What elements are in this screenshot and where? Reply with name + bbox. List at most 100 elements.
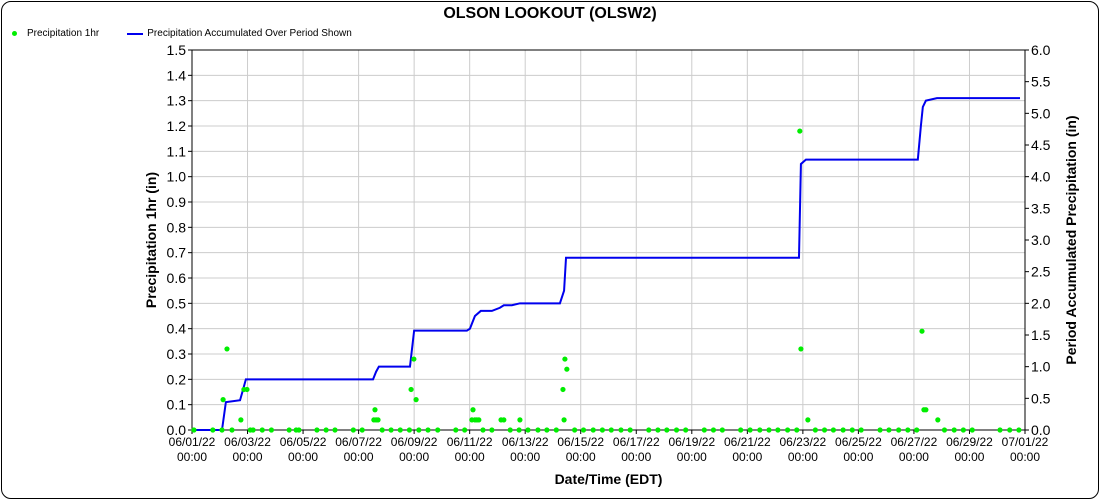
x-tick-date: 06/27/22: [891, 435, 938, 449]
hourly-point: [507, 427, 513, 433]
y-tick-label: 0.6: [167, 270, 187, 286]
x-tick-time: 00:00: [621, 450, 651, 464]
hourly-point: [935, 417, 941, 423]
hourly-point: [379, 427, 385, 433]
legend: Precipitation 1hr Precipitation Accumula…: [12, 28, 352, 39]
x-tick-time: 00:00: [399, 450, 429, 464]
y2-tick-label: 0.5: [1031, 390, 1051, 406]
y-tick-label: 1.2: [167, 118, 187, 134]
hourly-point: [646, 427, 652, 433]
hourly-point: [220, 397, 226, 403]
y-tick-label: 0.3: [167, 346, 187, 362]
x-tick-date: 06/01/22: [169, 435, 216, 449]
x-tick-time: 00:00: [455, 450, 485, 464]
hourly-point: [1016, 427, 1022, 433]
hourly-point: [375, 417, 381, 423]
hourly-point: [710, 427, 717, 433]
hourly-point: [840, 427, 846, 433]
hourly-point: [250, 427, 256, 433]
y-tick-label: 0.0: [167, 422, 187, 438]
hourly-point: [683, 427, 689, 433]
y-tick-label: 0.7: [167, 245, 187, 261]
x-tick-date: 06/21/22: [724, 435, 771, 449]
hourly-point: [238, 417, 244, 423]
hourly-point: [453, 427, 459, 433]
hourly-point: [590, 427, 596, 433]
x-tick-time: 00:00: [510, 450, 540, 464]
legend-line-icon: [127, 32, 144, 35]
hourly-point: [941, 427, 948, 433]
x-tick-time: 00:00: [677, 450, 707, 464]
x-tick-date: 06/09/22: [391, 435, 438, 449]
hourly-point: [535, 427, 541, 433]
hourly-point: [673, 427, 680, 433]
hourly-point: [797, 128, 803, 134]
hourly-point: [323, 427, 329, 433]
hourly-point: [627, 427, 633, 433]
x-tick-date: 06/11/22: [447, 435, 493, 449]
hourly-point: [877, 427, 883, 433]
x-tick-date: 06/07/22: [335, 435, 382, 449]
hourly-point: [599, 427, 605, 433]
hourly-point: [923, 407, 929, 413]
y2-tick-label: 4.0: [1031, 169, 1051, 185]
x-tick-time: 00:00: [788, 450, 818, 464]
hourly-point: [416, 427, 422, 433]
hourly-point: [224, 346, 230, 352]
hourly-point: [191, 427, 197, 433]
x-tick-time: 00:00: [954, 450, 984, 464]
hourly-point: [489, 427, 495, 433]
hourly-point: [738, 427, 744, 433]
hourly-point: [388, 427, 394, 433]
x-tick-date: 07/01/22: [1002, 435, 1049, 449]
hourly-point: [766, 427, 772, 433]
y2-tick-label: 2.0: [1031, 295, 1051, 311]
y-tick-label: 1.4: [167, 67, 187, 83]
hourly-point: [296, 427, 302, 433]
hourly-point: [572, 427, 578, 433]
hourly-point: [784, 427, 791, 433]
hourly-point: [812, 427, 818, 433]
hourly-point: [664, 427, 670, 433]
x-tick-date: 06/25/22: [835, 435, 882, 449]
y2-tick-label: 4.5: [1031, 137, 1051, 153]
hourly-point: [896, 427, 902, 433]
y2-tick-label: 5.0: [1031, 105, 1051, 121]
hourly-point: [413, 397, 419, 403]
y2-tick-label: 2.5: [1031, 264, 1051, 280]
y2-axis-label: Period Accumulated Precipitation (in): [1063, 115, 1079, 364]
y2-tick-label: 1.0: [1031, 359, 1051, 375]
hourly-point: [794, 427, 800, 433]
hourly-point: [580, 427, 587, 433]
hourly-point: [858, 427, 864, 433]
legend-accum: Precipitation Accumulated Over Period Sh…: [147, 28, 352, 39]
hourly-point: [476, 417, 482, 423]
hourly-point: [805, 417, 811, 423]
hourly-point: [408, 386, 414, 393]
hourly-point: [501, 417, 507, 423]
hourly-point: [564, 366, 570, 372]
hourly-point: [259, 427, 265, 433]
hourly-point: [821, 427, 828, 433]
y-tick-label: 1.5: [167, 42, 187, 58]
hourly-point: [544, 427, 550, 433]
x-tick-date: 06/23/22: [780, 435, 827, 449]
hourly-point: [210, 427, 216, 433]
x-tick-time: 00:00: [233, 450, 263, 464]
hourly-point: [757, 427, 763, 433]
x-tick-date: 06/19/22: [668, 435, 715, 449]
y-tick-label: 0.4: [167, 321, 187, 337]
plot-area: [191, 49, 1026, 431]
hourly-point: [229, 427, 235, 433]
legend-dot-icon: [12, 31, 17, 36]
hourly-point: [561, 417, 567, 423]
hourly-point: [905, 427, 911, 433]
hourly-point: [332, 427, 338, 433]
x-tick-time: 00:00: [732, 450, 762, 464]
hourly-point: [553, 427, 559, 433]
y2-tick-label: 5.5: [1031, 74, 1051, 90]
x-axis-label: Date/Time (EDT): [555, 471, 663, 487]
hourly-point: [372, 407, 378, 413]
hourly-point: [655, 427, 661, 433]
